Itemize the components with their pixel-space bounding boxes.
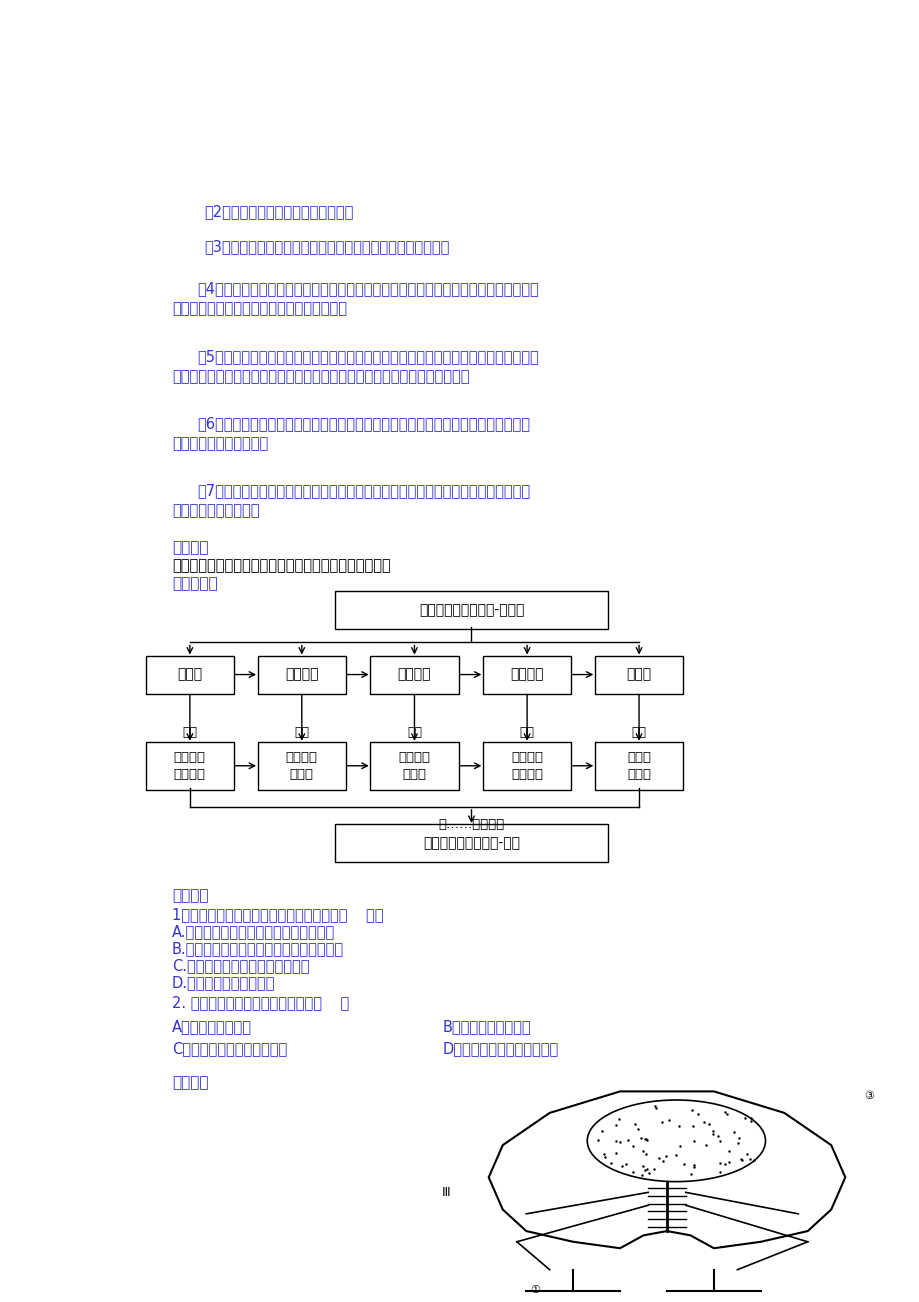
- Text: （5）如果某人缩手反射的传入神经受到了损伤，那么感受器受到刺激后，人还会有感觉: （5）如果某人缩手反射的传入神经受到了损伤，那么感受器受到刺激后，人还会有感觉: [197, 349, 539, 365]
- FancyBboxPatch shape: [482, 742, 571, 790]
- Text: （6）如果有一只脊蛙，从脊髓的一侧剥离出了一根神经，你如何通过实验来判断它是: （6）如果有一只脊蛙，从脊髓的一侧剥离出了一根神经，你如何通过实验来判断它是: [197, 417, 529, 431]
- FancyBboxPatch shape: [257, 742, 346, 790]
- Text: A．吃话梅时流唾液: A．吃话梅时流唾液: [172, 1019, 252, 1034]
- Text: 神经调节的基本方式-反射: 神经调节的基本方式-反射: [423, 836, 519, 850]
- FancyBboxPatch shape: [335, 591, 607, 629]
- FancyBboxPatch shape: [145, 742, 233, 790]
- FancyBboxPatch shape: [595, 742, 683, 790]
- Text: A.感受器能将特定的刺激转变为神经冲动: A.感受器能将特定的刺激转变为神经冲动: [172, 923, 335, 939]
- Text: 分析、整
合兴奋: 分析、整 合兴奋: [398, 751, 430, 781]
- Text: 接受刺激
产生兴奋: 接受刺激 产生兴奋: [174, 751, 206, 781]
- Text: （4）缩手反射是生下来就有的还是在后天生活中逐渐形的？小组讨论，列举生活中生下: （4）缩手反射是生下来就有的还是在后天生活中逐渐形的？小组讨论，列举生活中生下: [197, 281, 539, 296]
- Text: 将兴奋从
中枢传出: 将兴奋从 中枢传出: [511, 751, 542, 781]
- Text: 神经调节的结构基础-反射弧: 神经调节的结构基础-反射弧: [418, 603, 524, 617]
- Text: ③: ③: [863, 1091, 873, 1101]
- Text: 当堂检测: 当堂检测: [172, 888, 209, 904]
- Text: Ⅲ: Ⅲ: [441, 1186, 450, 1199]
- FancyBboxPatch shape: [257, 655, 346, 694]
- Text: B．看见话梅就流唾液: B．看见话梅就流唾液: [443, 1019, 531, 1034]
- Text: 反射的结构基础是反射弧，反射活动需要完整的反射弧。: 反射的结构基础是反射弧，反射活动需要完整的反射弧。: [172, 557, 391, 573]
- Text: 效应器: 效应器: [626, 668, 651, 681]
- Text: D．小孩听见打针这个词就哭: D．小孩听见打针这个词就哭: [443, 1042, 559, 1056]
- Text: 课后反思: 课后反思: [172, 1075, 209, 1090]
- Text: 传入神经: 传入神经: [510, 668, 543, 681]
- Text: （3）如果你有意识的控制缩手，会出现什么结果？说明什么？: （3）如果你有意识的控制缩手，会出现什么结果？说明什么？: [204, 240, 449, 254]
- Text: （7）怎么理解反射活动需要经过完整的反射弧来实现，你能举出有神经元参与但不属: （7）怎么理解反射活动需要经过完整的反射弧来实现，你能举出有神经元参与但不属: [197, 483, 529, 499]
- Text: 于反射活动的实例吗？: 于反射活动的实例吗？: [172, 504, 259, 518]
- Text: 作用: 作用: [519, 727, 534, 740]
- Text: 作用: 作用: [630, 727, 646, 740]
- Text: 作用: 作用: [406, 727, 422, 740]
- Text: 知识网络图: 知识网络图: [172, 575, 218, 591]
- Text: 吗？会产生缩手反射吗？如果损伤的是由传出神经或者是脊髓相应的中枢呢？: 吗？会产生缩手反射吗？如果损伤的是由传出神经或者是脊髓相应的中枢呢？: [172, 370, 469, 384]
- Text: 感受器: 感受器: [177, 668, 202, 681]
- FancyBboxPatch shape: [369, 655, 459, 694]
- Text: 传入神经: 传入神经: [285, 668, 318, 681]
- Text: C．小孩看见拿针的护士就哭: C．小孩看见拿针的护士就哭: [172, 1042, 287, 1056]
- Text: （2）怎样识别传出神经与传入神经？: （2）怎样识别传出神经与传入神经？: [204, 204, 353, 219]
- Text: 1、下列关于感受器特性的叙述，错误的是（    ）。: 1、下列关于感受器特性的叙述，错误的是（ ）。: [172, 906, 383, 922]
- Text: C.各种感受器都有各自的适宜刺激: C.各种感受器都有各自的适宜刺激: [172, 958, 309, 973]
- Ellipse shape: [586, 1100, 765, 1182]
- Text: 归纳总结: 归纳总结: [172, 540, 209, 555]
- FancyBboxPatch shape: [369, 742, 459, 790]
- Text: 是……结构基础: 是……结构基础: [437, 819, 505, 832]
- FancyBboxPatch shape: [482, 655, 571, 694]
- Text: D.感受器可产生适应现象: D.感受器可产生适应现象: [172, 975, 276, 990]
- Text: 神经中枢: 神经中枢: [397, 668, 431, 681]
- FancyBboxPatch shape: [335, 824, 607, 862]
- Text: 2. 以下各项中属于非条件反射的是（    ）: 2. 以下各项中属于非条件反射的是（ ）: [172, 995, 349, 1010]
- Text: 将兴奋传
入中枢: 将兴奋传 入中枢: [286, 751, 317, 781]
- Text: 作用: 作用: [182, 727, 198, 740]
- Text: 作用: 作用: [294, 727, 309, 740]
- FancyBboxPatch shape: [595, 655, 683, 694]
- Text: 产生相
应反应: 产生相 应反应: [627, 751, 651, 781]
- FancyBboxPatch shape: [145, 655, 233, 694]
- Text: 来就有的反射，和在生活中逐渐形成的反射？: 来就有的反射，和在生活中逐渐形成的反射？: [172, 301, 346, 316]
- Text: ①: ①: [530, 1285, 540, 1295]
- Text: 传入神经还是传出神经？: 传入神经还是传出神经？: [172, 436, 268, 452]
- Text: B.感受器直接将感受到的刺激传入大脑皮层: B.感受器直接将感受到的刺激传入大脑皮层: [172, 941, 344, 956]
